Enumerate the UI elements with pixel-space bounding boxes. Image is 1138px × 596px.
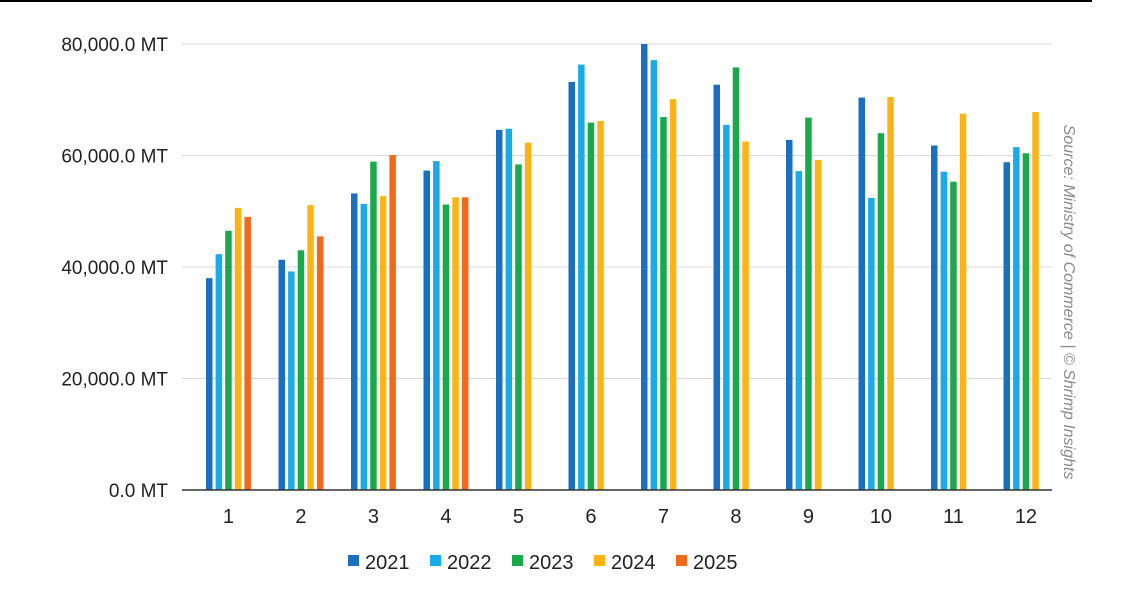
bar-2021-month-11 [931, 145, 938, 490]
legend-label-2024: 2024 [611, 552, 656, 574]
legend-label-2021: 2021 [365, 552, 410, 574]
bar-2023-month-8 [732, 67, 740, 490]
bar-2022-month-12 [1013, 147, 1020, 490]
legend-swatch-2021 [348, 555, 359, 566]
bar-2021-month-4 [423, 170, 430, 491]
legend-label-2023: 2023 [529, 552, 574, 574]
bar-2021-month-5 [496, 129, 503, 491]
legend: 2021 2022 2023 2024 2025 [348, 552, 738, 574]
y-tick-label: 0.0 MT [109, 481, 169, 502]
x-tick-label: 10 [870, 506, 892, 528]
bar-2021-month-7 [641, 44, 648, 490]
bar-2022-month-6 [578, 64, 585, 490]
bar-2022-month-1 [215, 254, 223, 490]
bar-2023-month-5 [515, 164, 522, 491]
bar-2023-month-3 [370, 161, 377, 490]
x-tick-label: 1 [223, 506, 234, 528]
bar-2022-month-10 [868, 197, 875, 490]
bar-2024-month-11 [959, 113, 967, 490]
bar-2022-month-9 [795, 171, 803, 491]
bar-2022-month-4 [433, 161, 440, 490]
x-tick-label: 3 [368, 506, 379, 528]
legend-swatch-2025 [676, 555, 687, 566]
bar-2024-month-6 [597, 120, 604, 490]
bar-2021-month-10 [858, 97, 865, 491]
x-tick-label: 11 [943, 506, 964, 528]
bar-2022-month-7 [650, 60, 658, 490]
legend-swatch-2022 [430, 555, 441, 566]
legend-label-2022: 2022 [447, 552, 492, 574]
legend-swatch-2023 [512, 555, 523, 566]
bar-2024-month-5 [524, 142, 532, 491]
legend-swatch-2024 [594, 555, 605, 566]
bar-2021-month-1 [206, 278, 213, 490]
bar-2021-month-9 [786, 139, 793, 490]
x-tick-label: 4 [440, 506, 451, 528]
bar-2023-month-7 [660, 117, 667, 490]
bar-2022-month-5 [505, 128, 513, 491]
bar-2023-month-1 [225, 230, 232, 490]
bar-2025-month-3 [389, 154, 396, 490]
bar-2024-month-3 [379, 196, 387, 490]
bars [206, 44, 1039, 491]
bar-2023-month-2 [297, 250, 305, 490]
bar-2021-month-3 [351, 193, 358, 490]
y-tick-label: 40,000.0 MT [61, 258, 168, 279]
source-note: Source: Ministry of Commerce | © Shrimp … [1060, 125, 1077, 480]
top-border-line [0, 0, 1092, 2]
bar-2024-month-2 [307, 205, 314, 490]
x-tick-label: 5 [513, 506, 524, 528]
bar-2022-month-8 [723, 124, 730, 491]
bar-2022-month-3 [360, 204, 368, 490]
x-tick-label: 6 [585, 506, 596, 528]
bar-2021-month-2 [278, 259, 285, 490]
bar-2021-month-6 [568, 81, 575, 490]
x-tick-label: 12 [1015, 506, 1037, 528]
x-tick-label: 2 [295, 506, 306, 528]
x-tick-label: 9 [803, 506, 814, 528]
y-tick-label: 20,000.0 MT [61, 370, 168, 391]
y-tick-label: 80,000.0 MT [61, 35, 168, 56]
y-axis-ticks: 0.0 MT 20,000.0 MT 40,000.0 MT 60,000.0 MT 8… [61, 35, 168, 502]
bar-2024-month-7 [669, 99, 677, 490]
bar-2024-month-1 [234, 207, 242, 490]
bar-2023-month-11 [950, 181, 957, 490]
bar-2023-month-4 [442, 204, 450, 490]
bar-2023-month-6 [587, 122, 595, 491]
bar-2021-month-8 [713, 84, 720, 490]
bar-2023-month-12 [1022, 153, 1030, 490]
bar-2024-month-9 [814, 159, 822, 490]
y-tick-label: 60,000.0 MT [61, 147, 168, 168]
bar-2024-month-8 [742, 141, 749, 490]
bar-2023-month-9 [805, 117, 812, 490]
gridlines [182, 43, 1052, 379]
bar-2023-month-10 [877, 133, 885, 490]
bar-2025-month-1 [244, 216, 251, 490]
bar-2021-month-12 [1003, 162, 1010, 490]
x-tick-label: 7 [658, 506, 669, 528]
bar-2022-month-11 [940, 171, 948, 491]
bar-2024-month-10 [887, 96, 894, 491]
bar-2025-month-2 [316, 236, 324, 490]
x-axis-ticks: 1 2 3 4 5 6 7 8 9 10 11 12 [223, 506, 1037, 528]
bar-2024-month-4 [452, 197, 459, 490]
x-tick-label: 8 [730, 506, 741, 528]
bar-2022-month-2 [288, 271, 295, 490]
legend-label-2025: 2025 [693, 552, 738, 574]
bar-2024-month-12 [1032, 112, 1039, 490]
bar-2025-month-4 [461, 197, 469, 490]
